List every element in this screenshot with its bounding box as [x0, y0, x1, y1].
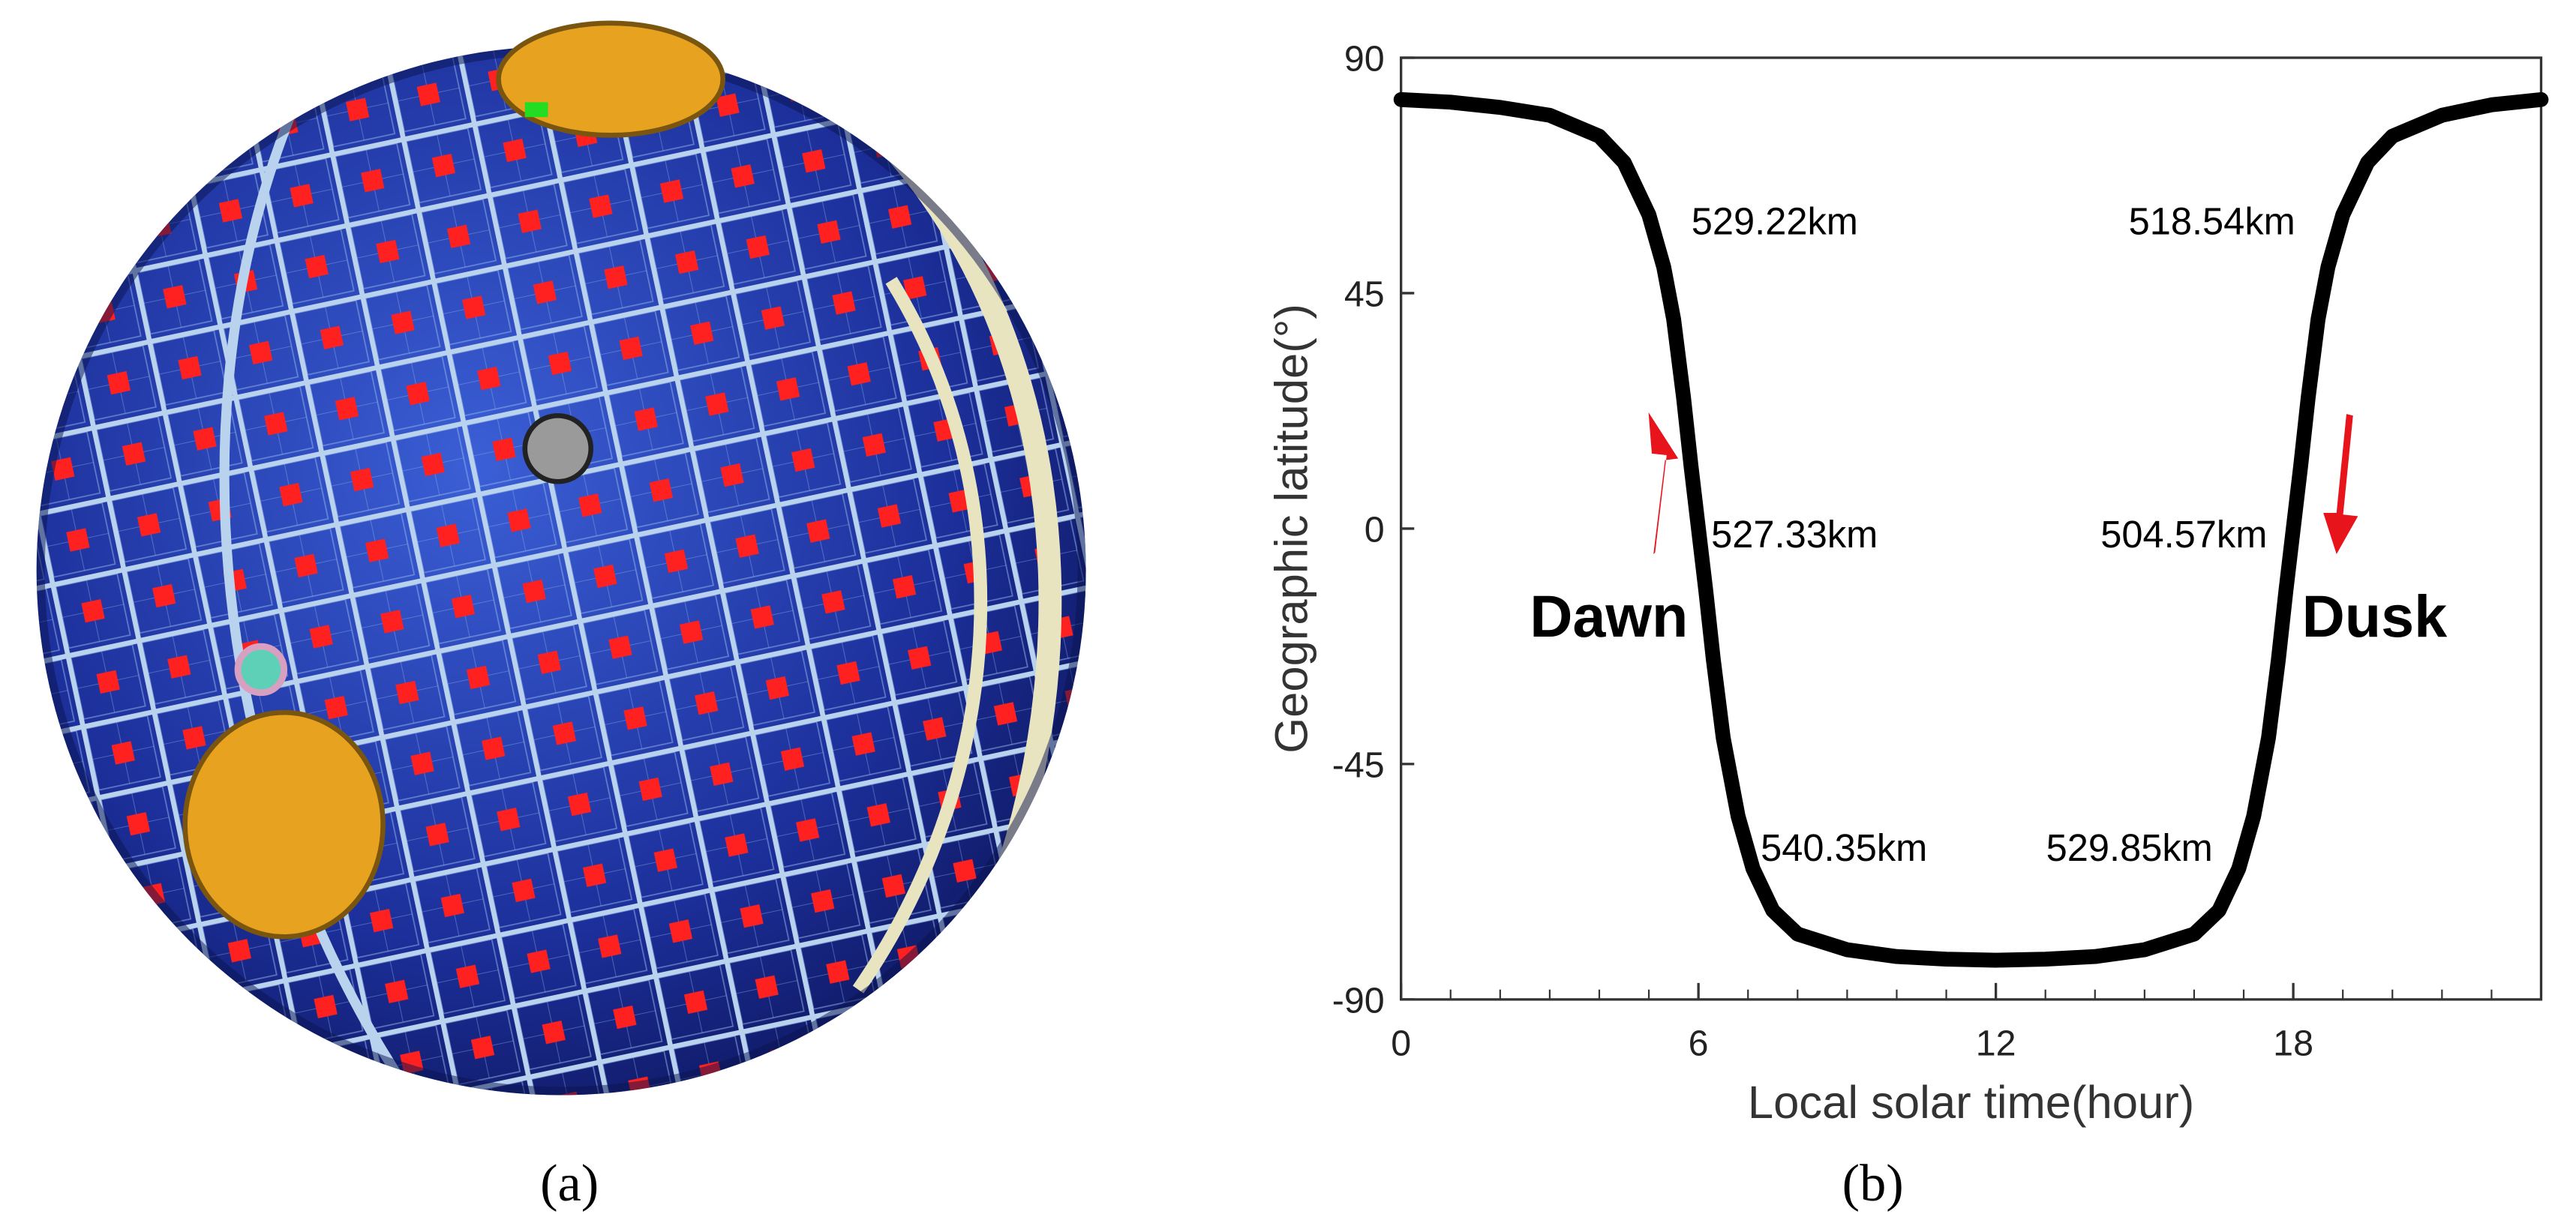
y-tick-label: 90 — [1344, 39, 1385, 79]
x-tick-label: 12 — [1976, 1024, 2016, 1064]
y-tick-label: -90 — [1332, 980, 1385, 1021]
y-tick-label: 45 — [1344, 274, 1385, 315]
y-tick-label: -45 — [1332, 745, 1385, 785]
x-tick-label: 18 — [2273, 1024, 2313, 1064]
top-port — [496, 20, 725, 138]
satellite-image — [36, 20, 1086, 1096]
antenna — [234, 643, 288, 697]
marker — [524, 102, 548, 118]
side-port — [182, 709, 386, 940]
annotation: 504.57km — [2100, 513, 2267, 556]
annotation: Dawn — [1530, 583, 1688, 649]
panel-label: (a) — [540, 1154, 599, 1213]
y-axis-label: Geographic latitude(°) — [1265, 304, 1317, 754]
dusk-arrow — [2323, 414, 2358, 555]
dawn-arrow — [1648, 412, 1679, 555]
sensor — [522, 412, 594, 484]
annotation: 540.35km — [1761, 826, 1927, 869]
solar-panels — [36, 46, 1086, 1096]
annotation: 527.33km — [1711, 513, 1878, 556]
line-chart: -90 -45 0 45 90 0 6 12 18 Local solar time(hour) G… — [1265, 39, 2549, 1213]
panel-label: (b) — [1842, 1154, 1904, 1213]
annotation: 529.85km — [2046, 826, 2213, 869]
annotation: 529.22km — [1692, 199, 1858, 242]
x-tick-label: 0 — [1391, 1024, 1411, 1064]
plot-frame — [1400, 56, 2543, 1001]
annotation: 518.54km — [2129, 199, 2295, 242]
y-tick-label: 0 — [1365, 510, 1385, 550]
x-axis-label: Local solar time(hour) — [1748, 1077, 2195, 1129]
data-line — [1393, 91, 2549, 968]
x-tick-label: 6 — [1689, 1024, 1709, 1064]
annotation: Dusk — [2302, 583, 2448, 649]
